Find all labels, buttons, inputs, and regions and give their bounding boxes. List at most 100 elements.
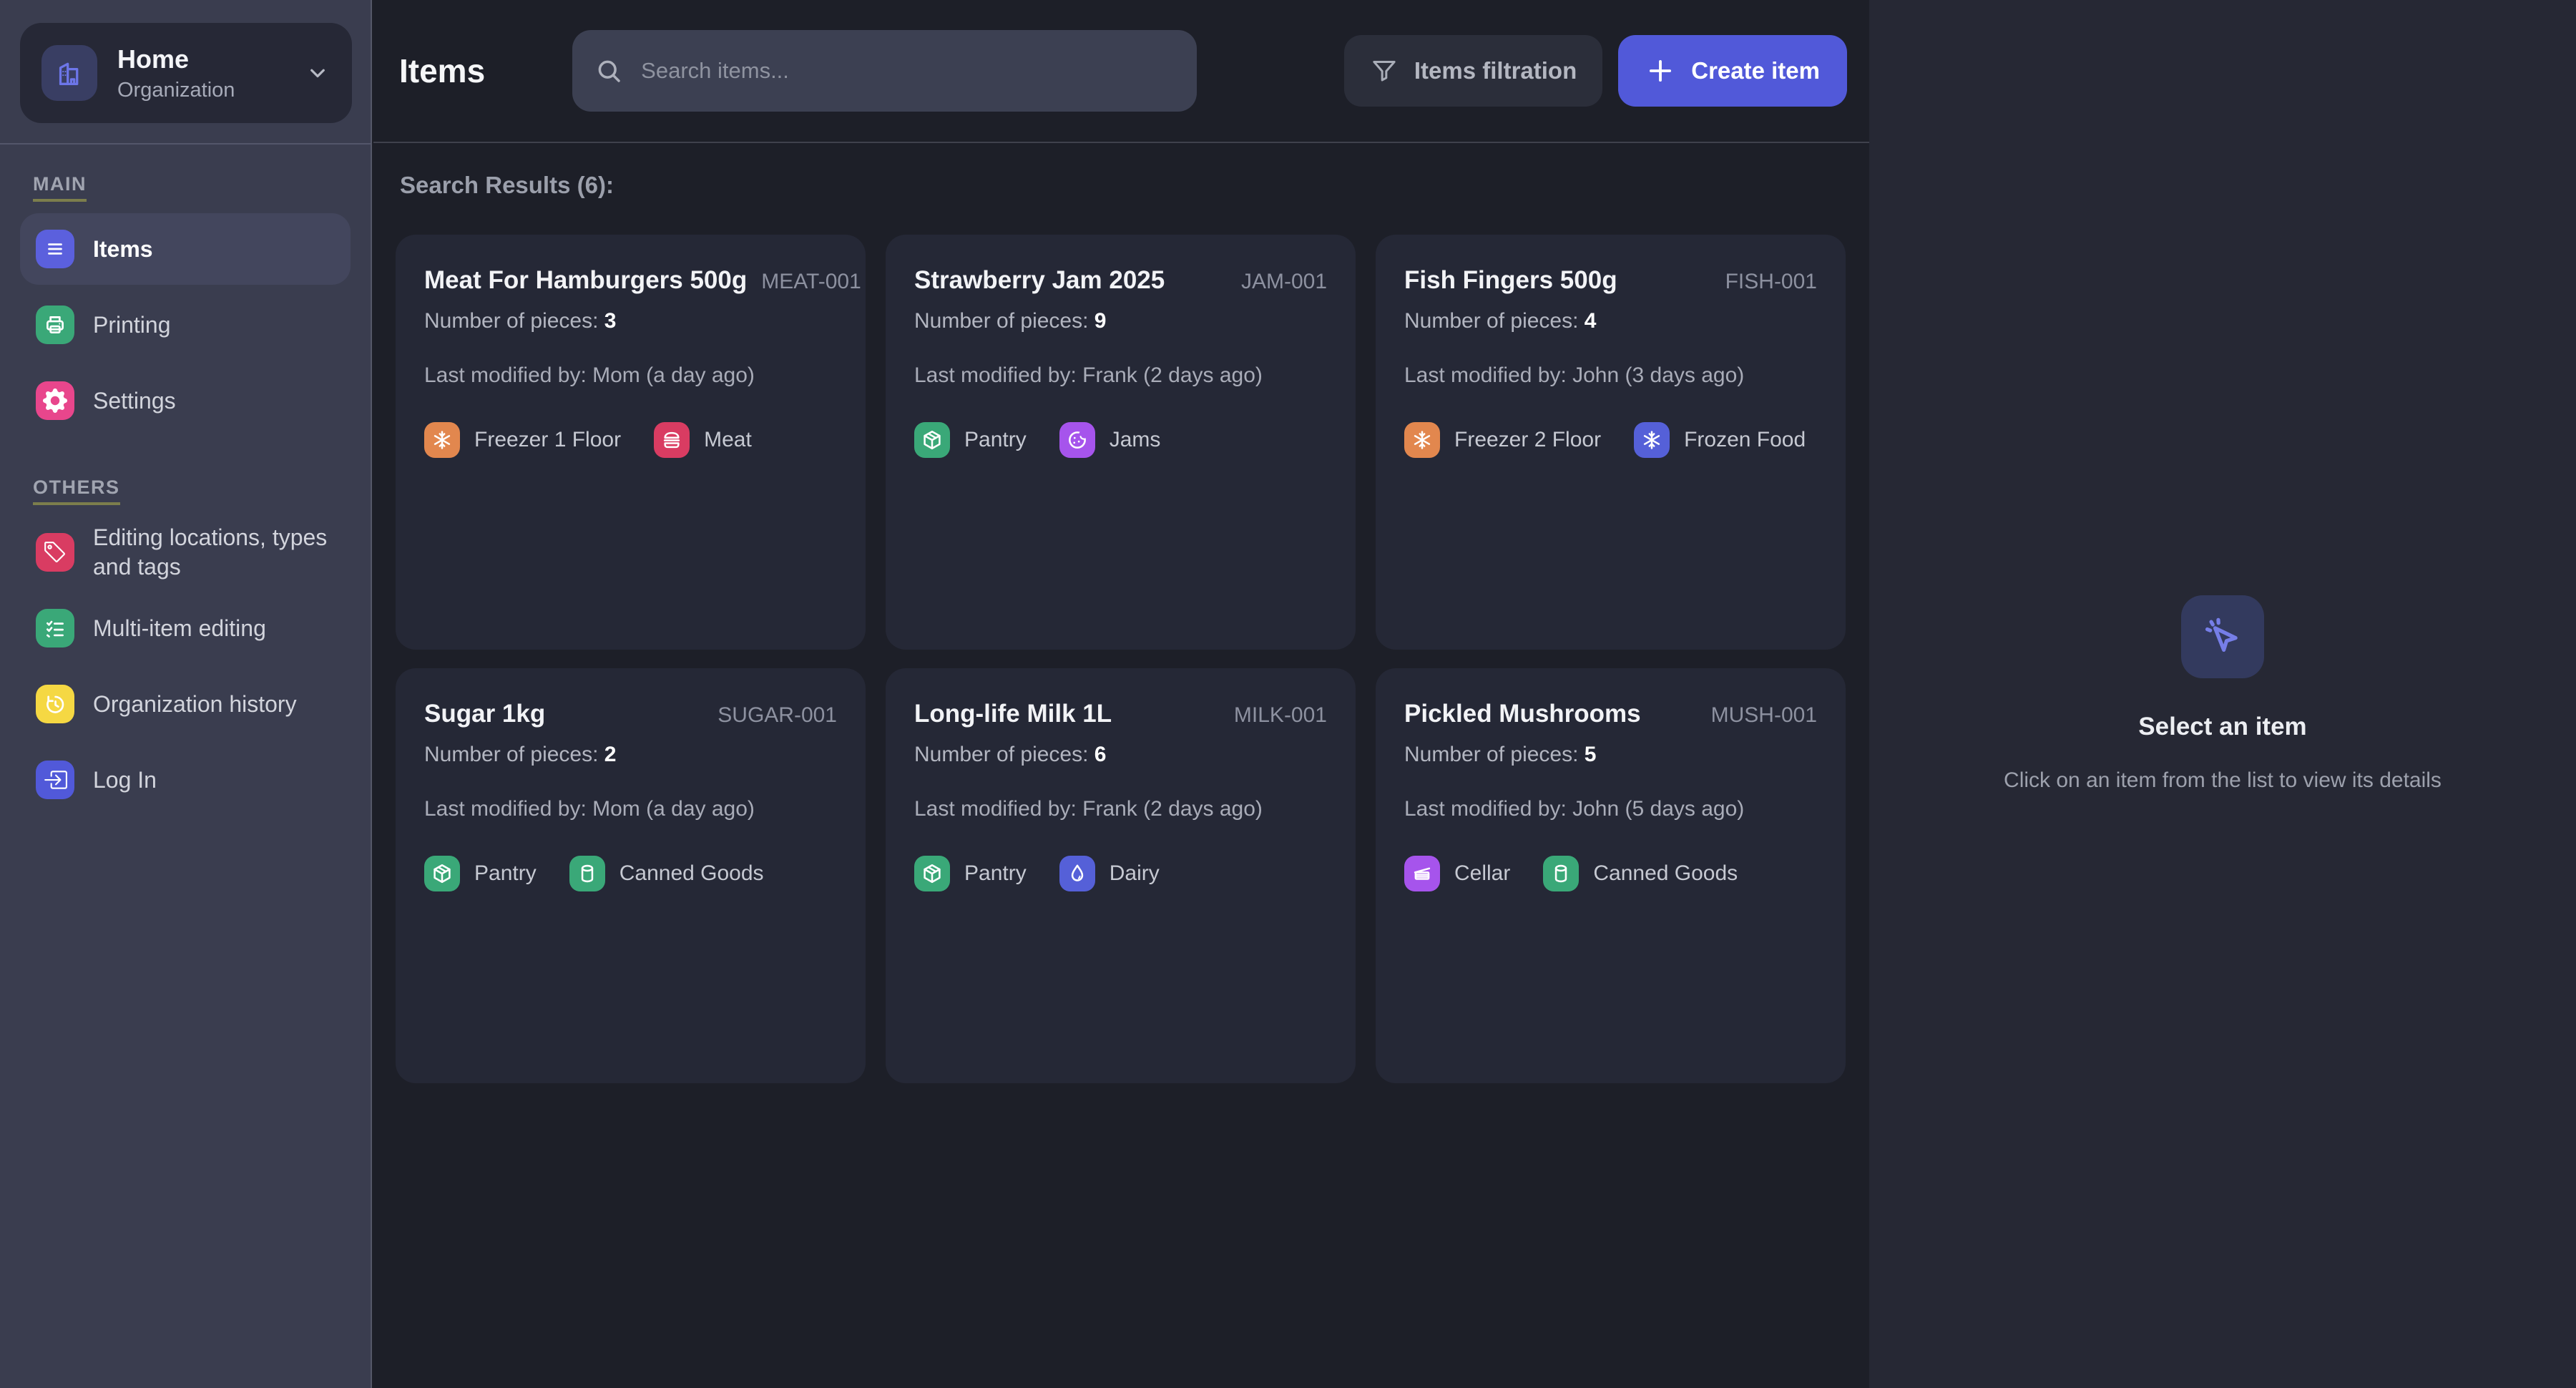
nav-section-main: MAIN Items Printing Settings xyxy=(20,173,351,436)
box-icon xyxy=(431,862,454,885)
sidebar-item-settings[interactable]: Settings xyxy=(20,365,351,436)
item-tag: Pantry xyxy=(424,856,537,891)
item-pieces-label: Number of pieces: xyxy=(1404,743,1579,766)
search-input[interactable] xyxy=(641,58,1176,84)
results-area: Search Results (6): Meat For Hamburgers … xyxy=(373,143,1869,1083)
detail-subtitle: Click on an item from the list to view i… xyxy=(2004,768,2442,792)
item-tag-label: Pantry xyxy=(964,428,1027,451)
item-name: Pickled Mushrooms xyxy=(1404,700,1641,728)
item-card[interactable]: Sugar 1kg SUGAR-001 Number of pieces: 2 Las… xyxy=(396,668,866,1083)
org-switcher[interactable]: Home Organization xyxy=(20,23,352,123)
item-pieces-value: 5 xyxy=(1584,743,1597,766)
header: Items Items filtration Create item xyxy=(373,0,1869,143)
item-pieces-value: 9 xyxy=(1094,309,1107,333)
item-pieces-value: 3 xyxy=(604,309,617,333)
item-last-modified: Last modified by: Mom (a day ago) xyxy=(424,797,755,821)
item-tags: Pantry Dairy xyxy=(914,856,1327,891)
item-last-modified: Last modified by: Frank (2 days ago) xyxy=(914,363,1263,387)
item-card[interactable]: Fish Fingers 500g FISH-001 Number of piece… xyxy=(1376,235,1846,650)
sidebar-item-organization-history[interactable]: Organization history xyxy=(20,668,351,740)
item-tag: Canned Goods xyxy=(569,856,764,891)
can-icon-chip xyxy=(1543,856,1580,891)
item-tag: Dairy xyxy=(1059,856,1160,891)
item-code: MILK-001 xyxy=(1233,703,1327,727)
item-tags: Freezer 2 Floor Frozen Food xyxy=(1404,422,1817,458)
menu-icon xyxy=(43,237,67,261)
item-tag-label: Freezer 2 Floor xyxy=(1454,428,1602,451)
plus-icon xyxy=(1645,56,1675,86)
item-tags: Cellar Canned Goods xyxy=(1404,856,1817,891)
snowflake-icon xyxy=(1640,429,1663,451)
sidebar-item-multi-item-editing[interactable]: Multi-item editing xyxy=(20,592,351,664)
tag-icon-chip xyxy=(36,533,74,572)
can-icon xyxy=(576,862,599,885)
main-area: Items Items filtration Create item xyxy=(373,0,1869,1388)
cookie-icon-chip xyxy=(1059,422,1095,458)
item-tags: Freezer 1 Floor Meat xyxy=(424,422,837,458)
item-card[interactable]: Pickled Mushrooms MUSH-001 Number of piece… xyxy=(1376,668,1846,1083)
item-code: MUSH-001 xyxy=(1710,703,1817,727)
cookie-icon xyxy=(1066,429,1089,451)
history-icon xyxy=(43,692,67,716)
item-pieces-label: Number of pieces: xyxy=(1404,309,1579,333)
item-tag: Freezer 2 Floor xyxy=(1404,422,1601,458)
item-tag: Pantry xyxy=(914,422,1027,458)
item-card[interactable]: Strawberry Jam 2025 JAM-001 Number of piec… xyxy=(886,235,1356,650)
page-title: Items xyxy=(399,52,486,89)
sidebar-item-printing[interactable]: Printing xyxy=(20,289,351,361)
can-icon xyxy=(1549,862,1572,885)
item-code: FISH-001 xyxy=(1725,270,1817,293)
sidebar-nav: MAIN Items Printing Settings OTHERS Editing l… xyxy=(0,145,371,820)
create-item-button[interactable]: Create item xyxy=(1618,35,1847,107)
create-item-label: Create item xyxy=(1691,57,1820,84)
sidebar-item-editing-locations-types-and-tags[interactable]: Editing locations, types and tags xyxy=(20,517,351,588)
sidebar-item-items[interactable]: Items xyxy=(20,213,351,285)
detail-panel: Select an item Click on an item from the… xyxy=(1869,0,2576,1388)
item-card-header: Fish Fingers 500g FISH-001 xyxy=(1404,266,1817,295)
cellar-icon xyxy=(1411,862,1434,885)
sidebar-item-label: Multi-item editing xyxy=(93,615,266,641)
item-last-modified: Last modified by: John (5 days ago) xyxy=(1404,797,1745,821)
item-tag-label: Pantry xyxy=(474,861,537,885)
item-tag-label: Frozen Food xyxy=(1684,428,1806,451)
burger-icon xyxy=(660,429,683,451)
building-icon xyxy=(41,45,97,101)
item-name: Fish Fingers 500g xyxy=(1404,266,1617,294)
item-tag: Canned Goods xyxy=(1543,856,1738,891)
item-card[interactable]: Long-life Milk 1L MILK-001 Number of piece… xyxy=(886,668,1356,1083)
item-tag: Jams xyxy=(1059,422,1160,458)
box-icon xyxy=(921,862,944,885)
item-card-header: Long-life Milk 1L MILK-001 xyxy=(914,700,1327,728)
snowflake-icon-chip xyxy=(1404,422,1440,458)
items-filtration-button[interactable]: Items filtration xyxy=(1343,35,1603,107)
item-pieces-label: Number of pieces: xyxy=(914,743,1089,766)
item-name: Sugar 1kg xyxy=(424,700,546,728)
item-tag: Pantry xyxy=(914,856,1027,891)
org-name: Home xyxy=(117,44,190,74)
search-box[interactable] xyxy=(572,30,1198,112)
item-tag: Meat xyxy=(654,422,752,458)
nav-section-label: MAIN xyxy=(33,173,87,202)
org-texts: Home Organization xyxy=(117,44,235,102)
item-pieces-value: 4 xyxy=(1584,309,1597,333)
item-name: Strawberry Jam 2025 xyxy=(914,266,1165,294)
item-card[interactable]: Meat For Hamburgers 500g MEAT-001 Number o… xyxy=(396,235,866,650)
item-pieces: Number of pieces: 6 xyxy=(914,743,1327,767)
item-last-modified: Last modified by: Frank (2 days ago) xyxy=(914,797,1263,821)
cursor-click-icon xyxy=(2181,595,2264,678)
item-tag-label: Freezer 1 Floor xyxy=(474,428,622,451)
nav-section-others: OTHERS Editing locations, types and tags M… xyxy=(20,476,351,816)
tag-icon xyxy=(43,540,67,565)
sidebar-item-log-in[interactable]: Log In xyxy=(20,744,351,816)
item-pieces-value: 6 xyxy=(1094,743,1107,766)
item-pieces-value: 2 xyxy=(604,743,617,766)
cellar-icon-chip xyxy=(1404,856,1440,891)
snowflake-icon xyxy=(431,429,454,451)
box-icon-chip xyxy=(424,856,460,891)
item-card-header: Strawberry Jam 2025 JAM-001 xyxy=(914,266,1327,295)
burger-icon-chip xyxy=(654,422,690,458)
sidebar-item-label: Printing xyxy=(93,311,171,338)
item-pieces-label: Number of pieces: xyxy=(424,309,599,333)
item-name: Long-life Milk 1L xyxy=(914,700,1112,728)
